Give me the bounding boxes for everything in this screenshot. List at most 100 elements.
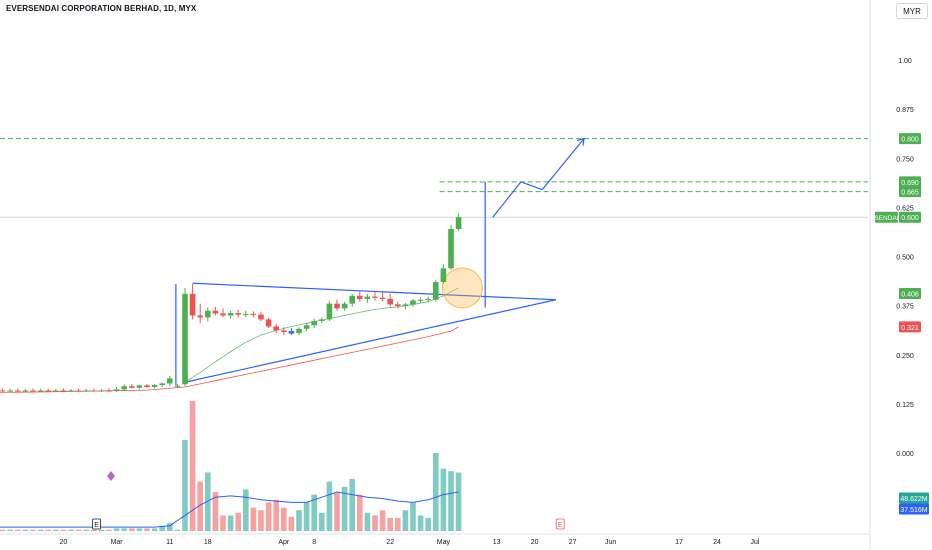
- candle-body: [227, 313, 234, 316]
- candle-body: [60, 390, 67, 392]
- candle-body: [425, 298, 431, 300]
- price-label-bg: [899, 186, 921, 198]
- volume-bar: [243, 489, 249, 531]
- volume-label-bg: [899, 492, 929, 504]
- y-tick-label: 0.250: [896, 353, 914, 360]
- volume-bar: [387, 518, 393, 531]
- candle-body: [113, 389, 120, 391]
- volume-label: 48.622M: [900, 496, 927, 503]
- candle-body: [319, 319, 325, 321]
- volume-bar: [136, 528, 143, 531]
- ticker-label-bg: [875, 211, 898, 223]
- candle-body: [83, 390, 89, 392]
- price-label-bg: [899, 176, 921, 188]
- volume-bar: [326, 481, 333, 531]
- volume-bar: [53, 529, 59, 531]
- candle-body: [151, 385, 158, 387]
- price-label: 0.800: [901, 137, 919, 144]
- currency-selector[interactable]: MYR: [896, 3, 928, 19]
- y-tick-label: 1.00: [898, 58, 912, 65]
- volume-bar: [235, 512, 241, 531]
- candle-body: [334, 303, 340, 309]
- candle-body: [250, 313, 257, 315]
- volume-bar: [174, 529, 181, 531]
- price-label: 0.600: [901, 215, 919, 222]
- volume-bar: [60, 529, 67, 531]
- candle-body: [341, 303, 348, 309]
- candle-body: [281, 330, 287, 332]
- candle-body: [174, 385, 181, 387]
- y-tick-label: 0.125: [896, 402, 914, 409]
- dividend-marker: [107, 471, 115, 481]
- price-label-bg: [899, 321, 921, 333]
- volume-bar: [113, 528, 120, 531]
- projection-arrowhead: [576, 137, 585, 146]
- volume-bar: [448, 471, 454, 531]
- volume-bar: [167, 523, 173, 531]
- candle-body: [455, 217, 462, 229]
- x-tick-label: 18: [204, 539, 212, 546]
- volume-bar: [319, 512, 325, 531]
- volume-bar: [258, 510, 264, 531]
- chart-title: EVERSENDAI CORPORATION BERHAD, 1D, MYX: [6, 4, 197, 13]
- x-tick-label: 20: [531, 539, 539, 546]
- candle-body: [53, 390, 59, 392]
- candle-body: [68, 390, 74, 392]
- candle-body: [273, 326, 279, 331]
- candle-body: [159, 383, 165, 386]
- volume-bar: [334, 492, 340, 531]
- volume-bar: [349, 479, 355, 531]
- candle-body: [106, 390, 112, 392]
- volume-bar: [151, 528, 158, 531]
- candle-body: [326, 303, 333, 320]
- volume-bar: [425, 518, 431, 531]
- volume-bar: [296, 510, 302, 531]
- volume-bar: [379, 510, 386, 531]
- earnings-marker-label: E: [94, 522, 99, 529]
- volume-bar: [15, 529, 21, 531]
- y-tick-label: 0.500: [896, 255, 914, 262]
- volume-bar: [303, 502, 310, 531]
- x-tick-label: May: [437, 539, 451, 546]
- price-label: 0.406: [901, 291, 919, 298]
- volume-bar: [106, 529, 112, 531]
- ma-short-line: [184, 287, 459, 383]
- volume-bar: [281, 507, 287, 531]
- candle-body: [75, 390, 82, 392]
- candle-body: [402, 304, 409, 307]
- candle-body: [136, 385, 143, 388]
- x-tick-label: 22: [386, 539, 394, 546]
- candle-body: [167, 378, 173, 384]
- volume-bar: [22, 529, 29, 531]
- y-tick-label: 0.375: [896, 304, 914, 311]
- candle-body: [243, 313, 249, 315]
- candle-body: [395, 304, 401, 307]
- candle-body: [121, 386, 127, 390]
- candle-body: [220, 313, 226, 316]
- candle-body: [37, 390, 44, 392]
- candle-body: [417, 299, 424, 301]
- volume-bar: [30, 529, 36, 531]
- volume-bar: [83, 529, 89, 531]
- x-tick-label: 8: [312, 539, 316, 546]
- candle-body: [15, 390, 21, 392]
- candle-body: [296, 328, 302, 334]
- price-label: 0.321: [901, 325, 919, 332]
- volume-bar: [129, 528, 135, 531]
- candle-body: [288, 331, 295, 334]
- x-tick-label: 20: [60, 539, 68, 546]
- volume-bar: [341, 486, 348, 531]
- volume-label: 37.516M: [900, 507, 927, 514]
- volume-bar: [91, 529, 97, 531]
- candle-body: [129, 386, 135, 388]
- ticker-label: SENDAI: [874, 215, 898, 222]
- price-label-bg: [899, 133, 921, 145]
- volume-bar: [364, 512, 371, 531]
- price-label: 0.690: [901, 180, 919, 187]
- volume-bar: [455, 472, 462, 531]
- candle-body: [303, 325, 310, 329]
- candle-body: [212, 310, 219, 314]
- candle-body: [265, 319, 272, 327]
- triangle-upper-line: [192, 282, 556, 301]
